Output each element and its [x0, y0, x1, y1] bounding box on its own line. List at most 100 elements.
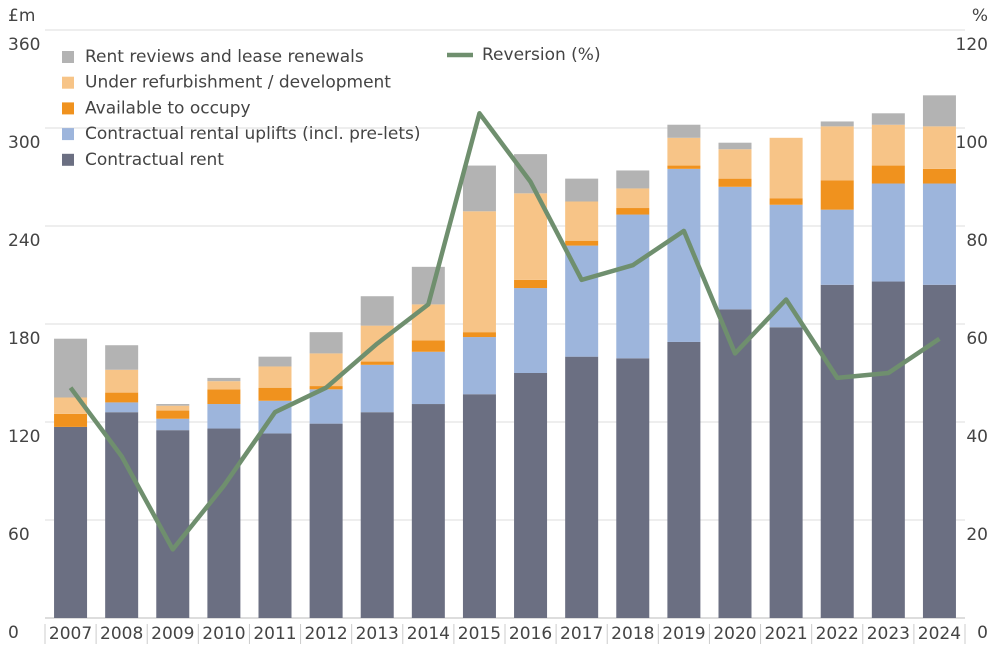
- y2-tick-label: 100: [956, 133, 988, 153]
- bar-segment: [616, 188, 650, 209]
- bar-segment: [156, 404, 190, 406]
- bar-segment: [54, 413, 88, 427]
- y-tick-label: 120: [8, 427, 40, 447]
- y-axis-unit: £m: [8, 6, 35, 26]
- bar-segment: [718, 309, 752, 618]
- bar-segment: [462, 165, 496, 212]
- bar-segment: [411, 304, 445, 341]
- y2-tick-label: 80: [966, 231, 988, 251]
- bar-segment: [667, 165, 701, 169]
- bar-segment: [820, 121, 854, 127]
- bar-segment: [462, 337, 496, 395]
- bar-segment: [565, 240, 599, 246]
- bar-segment: [922, 183, 956, 285]
- x-tick-label: 2012: [304, 624, 347, 644]
- x-tick-label: 2023: [867, 624, 910, 644]
- bar-segment: [820, 126, 854, 181]
- bar-segment: [258, 433, 292, 618]
- y-tick-label: 180: [8, 329, 40, 349]
- bar-segment: [207, 404, 241, 429]
- bar-segment: [258, 366, 292, 388]
- bar-segment: [411, 340, 445, 352]
- bar-segment: [105, 412, 139, 618]
- y-tick-label: 0: [8, 623, 19, 643]
- bar-segment: [769, 137, 803, 199]
- bar-segment: [871, 113, 905, 125]
- y2-tick-label: 40: [966, 427, 988, 447]
- bar-segment: [565, 356, 599, 618]
- legend-swatch: [62, 128, 74, 141]
- bar-segment: [871, 281, 905, 618]
- legend-label: Available to occupy: [85, 98, 251, 118]
- bar-segment: [54, 426, 88, 618]
- legend-label: Contractual rent: [85, 150, 224, 170]
- bar-segment: [360, 361, 394, 365]
- bar-segment: [514, 154, 548, 194]
- x-tick-label: 2015: [458, 624, 501, 644]
- bar-segment: [922, 95, 956, 127]
- bar-segment: [360, 296, 394, 326]
- legend-swatch: [62, 76, 74, 89]
- y-tick-label: 300: [8, 133, 40, 153]
- y2-tick-label: 120: [956, 35, 988, 55]
- y-tick-label: 240: [8, 231, 40, 251]
- bar-segment: [667, 341, 701, 618]
- bar-segment: [667, 137, 701, 166]
- bar-segment: [616, 214, 650, 359]
- bar-segment: [718, 149, 752, 179]
- line-series: [68, 111, 941, 552]
- bar-segment: [156, 430, 190, 618]
- bar-segment: [514, 279, 548, 289]
- bar-segment: [922, 284, 956, 618]
- bar-segment: [565, 201, 599, 241]
- bar-segment: [156, 410, 190, 419]
- bar-segment: [462, 211, 496, 333]
- bar-segment: [871, 124, 905, 166]
- bar-segment: [309, 332, 343, 354]
- legend-swatch: [62, 51, 74, 63]
- bar-segment: [105, 369, 139, 393]
- bar-segment: [411, 351, 445, 405]
- x-tick-label: 2013: [356, 624, 399, 644]
- x-tick-label: 2020: [713, 624, 756, 644]
- bar-segment: [922, 126, 956, 169]
- bar-segment: [565, 245, 599, 357]
- bar-segment: [207, 428, 241, 618]
- x-tick-label: 2014: [407, 624, 450, 644]
- bar-segment: [360, 364, 394, 413]
- bar-segment: [871, 165, 905, 184]
- bar-segment: [462, 332, 496, 338]
- bar-segment: [360, 412, 394, 618]
- bar-segment: [105, 402, 139, 413]
- bar-segment: [514, 288, 548, 373]
- bar-segment: [514, 373, 548, 618]
- bar-segment: [207, 381, 241, 390]
- x-tick-label: 2024: [918, 624, 961, 644]
- bar-segment: [309, 353, 343, 387]
- y2-tick-label: 0: [977, 623, 988, 643]
- bar-segment: [922, 168, 956, 184]
- x-tick-label: 2016: [509, 624, 552, 644]
- bar-segment: [565, 178, 599, 202]
- x-tick-label: 2008: [100, 624, 143, 644]
- bar-segment: [769, 204, 803, 328]
- x-tick-label: 2017: [560, 624, 603, 644]
- bar-segment: [105, 345, 139, 370]
- bar-segment: [258, 387, 292, 401]
- legend-label: Reversion (%): [482, 45, 601, 65]
- x-tick-label: 2010: [202, 624, 245, 644]
- bar-segment: [616, 208, 650, 215]
- bar-segment: [667, 124, 701, 138]
- bar-segment: [258, 356, 292, 367]
- bar-segment: [769, 198, 803, 205]
- legend-label: Contractual rental uplifts (incl. pre-le…: [85, 124, 420, 144]
- y2-tick-label: 60: [966, 329, 988, 349]
- y2-tick-label: 20: [966, 525, 988, 545]
- y-tick-label: 60: [8, 525, 30, 545]
- x-tick-label: 2007: [49, 624, 92, 644]
- bar-segment: [820, 284, 854, 618]
- y2-axis-unit: %: [972, 6, 988, 26]
- bar-segment: [820, 180, 854, 210]
- bar-segment: [156, 418, 190, 431]
